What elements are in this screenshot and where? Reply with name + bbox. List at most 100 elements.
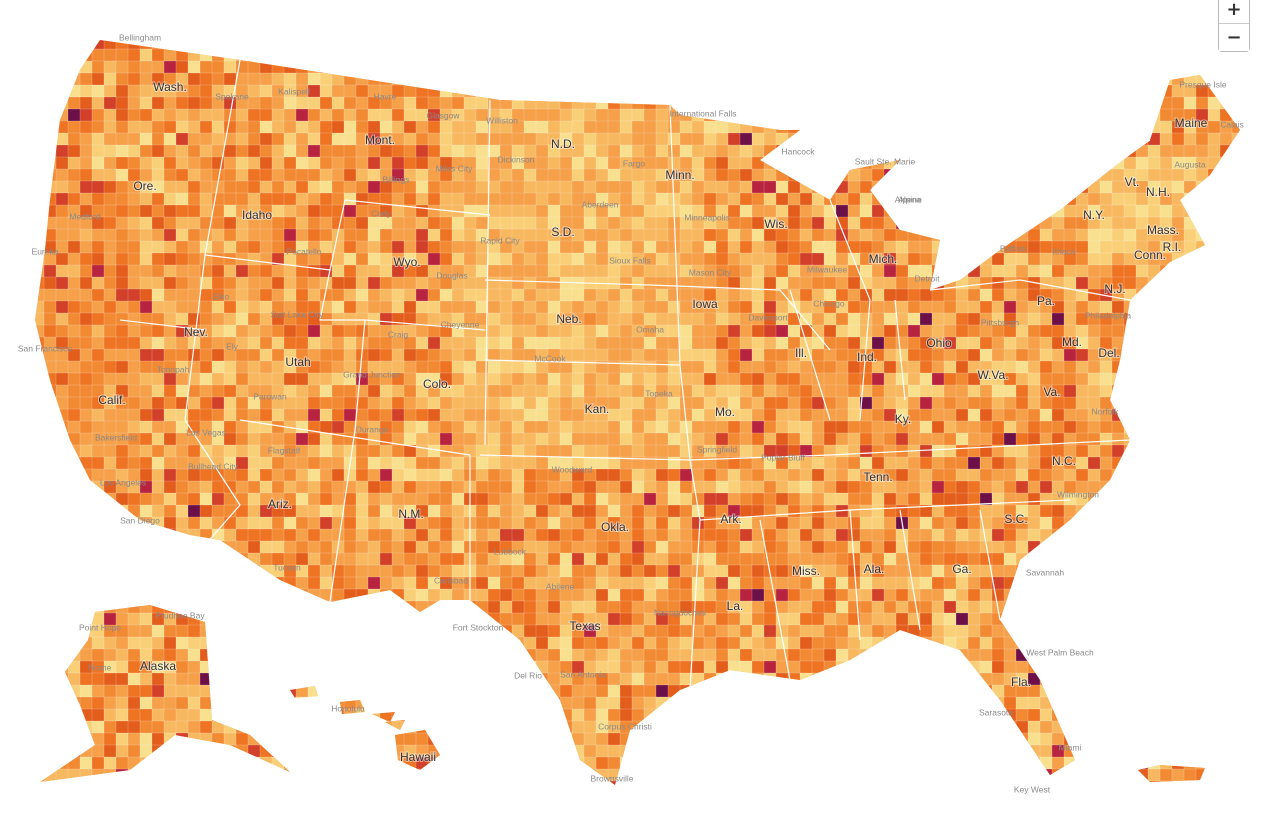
county <box>751 588 765 602</box>
county <box>259 372 273 386</box>
county <box>343 468 357 482</box>
county <box>883 204 897 218</box>
county <box>199 108 213 122</box>
county <box>979 240 993 254</box>
county <box>1231 276 1240 290</box>
county <box>523 192 537 206</box>
county <box>487 180 501 194</box>
county <box>1244 253 1257 266</box>
county <box>775 492 789 506</box>
county <box>1256 397 1269 410</box>
county <box>895 564 909 578</box>
county <box>991 588 1005 602</box>
county <box>1159 60 1173 74</box>
county <box>1256 205 1269 218</box>
county <box>727 540 741 554</box>
county <box>379 456 393 470</box>
county <box>151 384 165 398</box>
county <box>1244 493 1257 506</box>
county <box>1195 180 1209 194</box>
county <box>1003 456 1017 470</box>
county <box>35 228 45 242</box>
county <box>715 528 729 542</box>
county <box>175 168 189 182</box>
county <box>847 396 861 410</box>
county <box>571 540 585 554</box>
county <box>115 348 129 362</box>
county <box>955 516 969 530</box>
county <box>1039 180 1053 194</box>
county <box>1075 396 1089 410</box>
county <box>1099 72 1113 86</box>
county <box>1003 156 1017 170</box>
county <box>463 84 477 98</box>
county <box>55 180 69 194</box>
county <box>619 144 633 158</box>
county <box>343 252 357 266</box>
county <box>1231 408 1240 422</box>
county <box>1147 504 1161 518</box>
county <box>583 72 597 86</box>
county <box>1003 40 1017 50</box>
county <box>1159 48 1173 62</box>
county <box>619 408 633 422</box>
county <box>535 384 549 398</box>
county <box>331 60 345 74</box>
county <box>1147 372 1161 386</box>
county <box>967 348 981 362</box>
county <box>415 144 429 158</box>
county <box>20 421 33 434</box>
county <box>703 72 717 86</box>
county <box>763 72 777 86</box>
county <box>883 60 897 74</box>
county <box>343 240 357 254</box>
county <box>967 144 981 158</box>
county <box>571 396 585 410</box>
county <box>799 372 813 386</box>
county <box>1003 180 1017 194</box>
county <box>103 168 117 182</box>
county <box>35 600 45 614</box>
county <box>1135 120 1149 134</box>
county <box>403 396 417 410</box>
county <box>451 132 465 146</box>
county <box>355 168 369 182</box>
county <box>1027 528 1041 542</box>
county <box>1195 204 1209 218</box>
county <box>727 132 741 146</box>
county <box>1207 264 1221 278</box>
county <box>1171 432 1185 446</box>
county <box>175 444 189 458</box>
county <box>595 180 609 194</box>
county <box>403 48 417 62</box>
county <box>163 156 177 170</box>
county <box>619 372 633 386</box>
county <box>319 444 333 458</box>
county <box>1184 25 1197 38</box>
county <box>871 228 885 242</box>
county <box>884 25 897 38</box>
county <box>427 396 441 410</box>
county <box>463 40 477 50</box>
county <box>835 396 849 410</box>
county <box>583 576 597 590</box>
county <box>307 156 321 170</box>
county <box>907 40 921 50</box>
county <box>523 60 537 74</box>
county <box>1039 156 1053 170</box>
county <box>979 336 993 350</box>
county <box>847 492 861 506</box>
county <box>439 252 453 266</box>
county <box>571 252 585 266</box>
county <box>35 516 45 530</box>
county <box>535 96 549 110</box>
county <box>595 444 609 458</box>
county <box>1051 360 1065 374</box>
county <box>547 540 561 554</box>
county <box>103 492 117 506</box>
county <box>823 120 837 134</box>
county <box>151 228 165 242</box>
county <box>427 120 441 134</box>
county <box>163 48 177 62</box>
county <box>1063 288 1077 302</box>
